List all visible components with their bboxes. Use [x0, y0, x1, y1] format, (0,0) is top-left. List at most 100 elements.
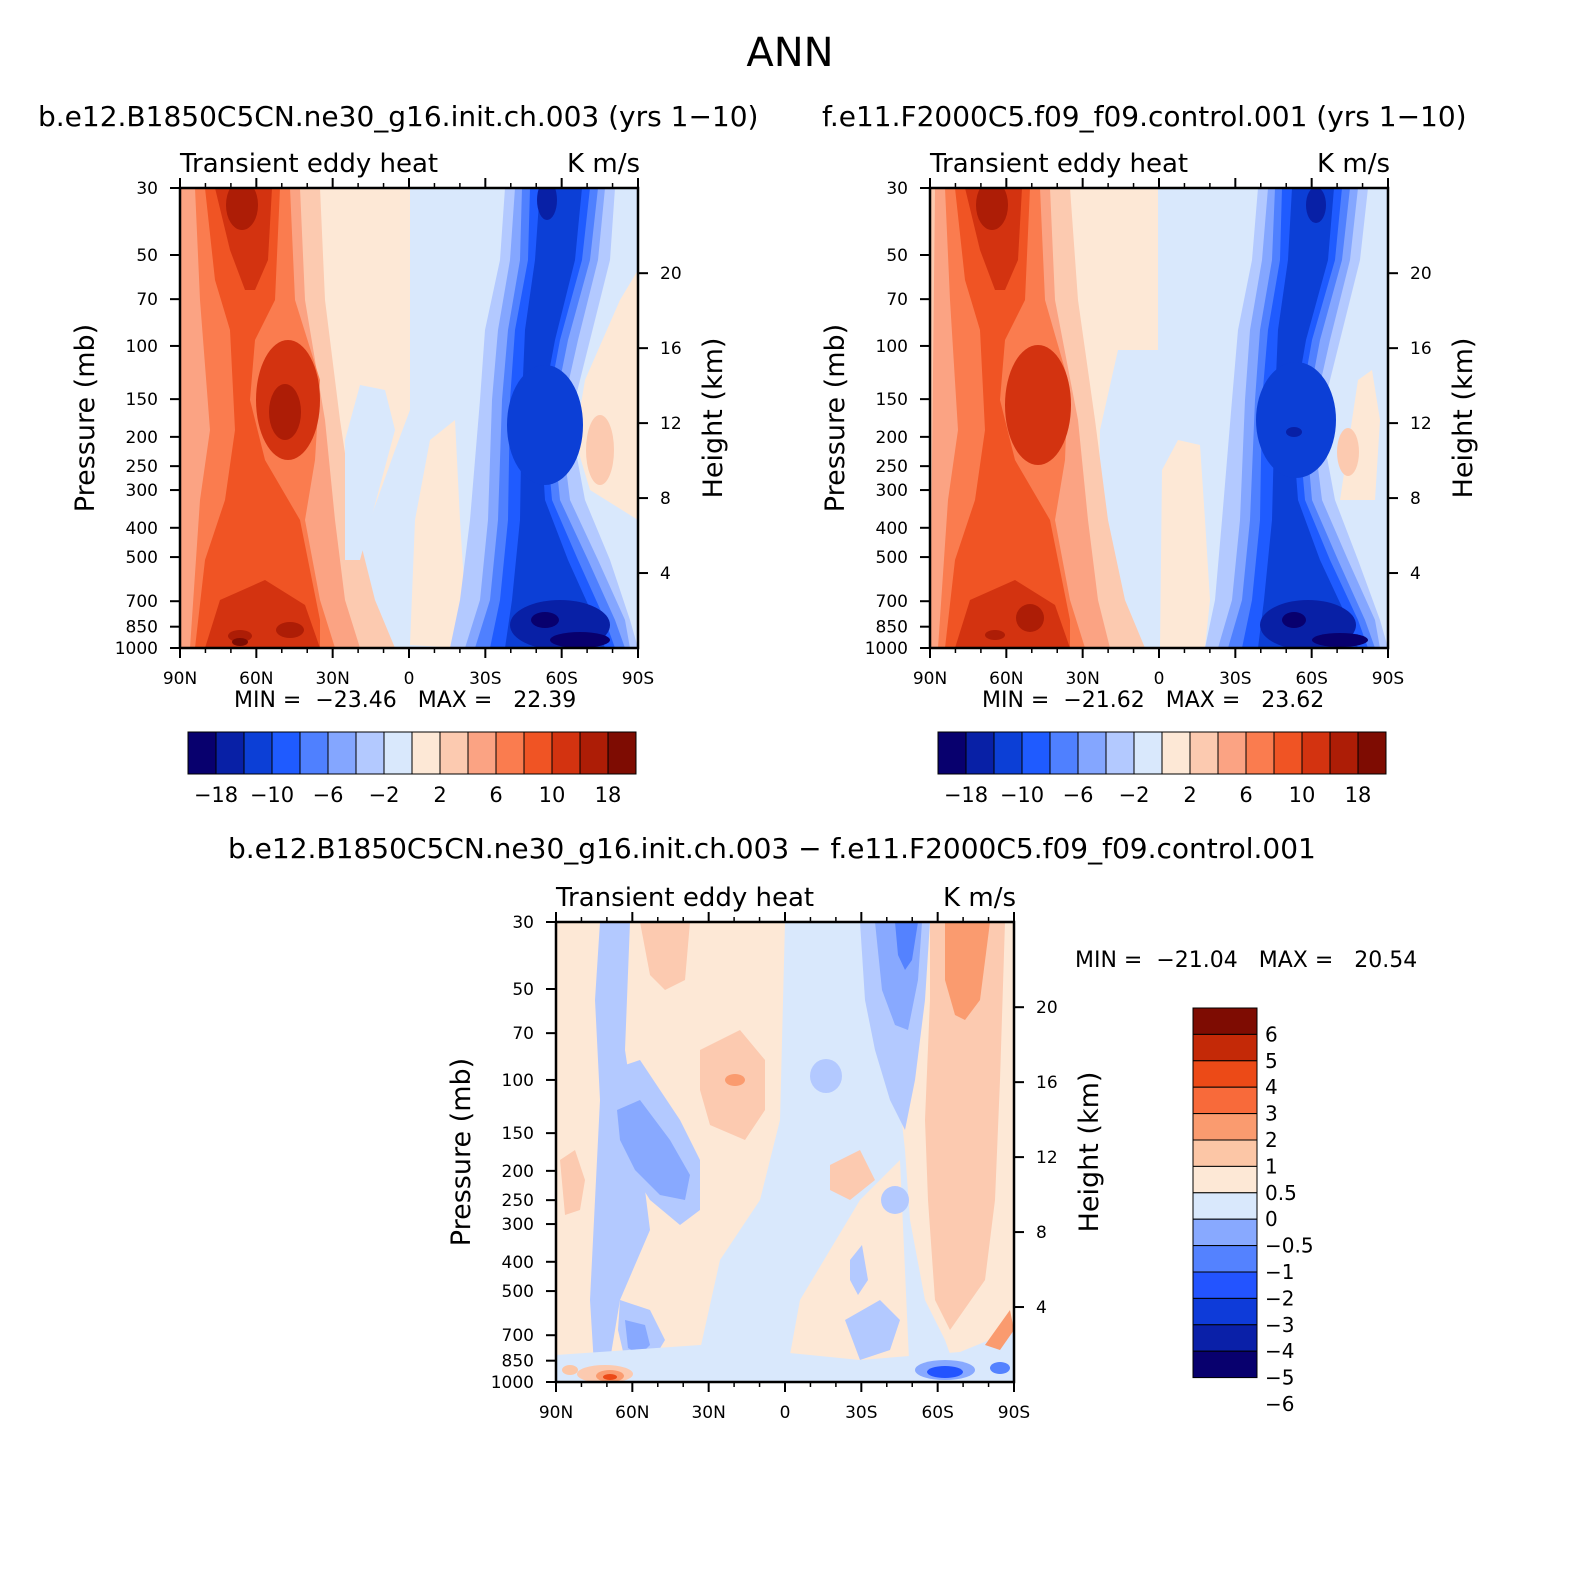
- panel1-title: b.e12.B1850C5CN.ne30_g16.init.ch.003 (yr…: [38, 100, 759, 133]
- panel2-y2tick-label: 16: [1410, 339, 1432, 359]
- panel3-ytick-label: 400: [502, 1253, 534, 1273]
- panel1-xtick-label: 30S: [469, 669, 501, 689]
- panel1-colorbar-box: [215, 731, 245, 775]
- panel3-colorbar-label: −5: [1265, 1366, 1294, 1390]
- panel2-ytick-label: 500: [876, 548, 908, 568]
- panel1-xtick-label: 60S: [545, 669, 577, 689]
- panel3-ytick-label: 70: [512, 1024, 534, 1044]
- panel3-colorbar-label: 0: [1265, 1207, 1278, 1231]
- panel3-colorbar-label: 2: [1265, 1128, 1278, 1152]
- panel2-colorbar-box: [1133, 731, 1163, 775]
- panel2-ytick-label: 70: [886, 290, 908, 310]
- panel2-ylabel: Pressure (mb): [820, 324, 851, 512]
- panel3-colorbar-label: −2: [1265, 1286, 1294, 1310]
- panel2-y2tick-label: 8: [1410, 489, 1421, 509]
- panel2-colorbar-box: [1077, 731, 1107, 775]
- panel1-stats: MIN = −23.46 MAX = 22.39: [234, 688, 577, 713]
- panel1-xtick-label: 60N: [239, 669, 273, 689]
- panel1-left-label: Transient eddy heat: [179, 149, 438, 179]
- panel3-title: b.e12.B1850C5CN.ne30_g16.init.ch.003 − f…: [228, 832, 1316, 865]
- panel2-colorbar-box: [1245, 731, 1275, 775]
- panel3-ytick-label: 250: [502, 1191, 534, 1211]
- panel3-colorbar-label: −3: [1265, 1313, 1294, 1337]
- panel2-left-label: Transient eddy heat: [929, 149, 1188, 179]
- panel3-ytick-label: 50: [512, 980, 534, 1000]
- panel1-colorbar-box: [355, 731, 385, 775]
- panel2-colorbar-box: [1357, 731, 1387, 775]
- panel2-frame: [928, 186, 1390, 650]
- panel2-xtick-label: 30N: [1065, 669, 1099, 689]
- panel3-colorbar-box: [1192, 1297, 1258, 1326]
- panel1-ytick-label: 50: [136, 246, 158, 266]
- panel3-colorbar-label: 5: [1265, 1049, 1278, 1073]
- panel3-y2tick-label: 16: [1036, 1073, 1058, 1093]
- panel2-xtick-label: 90N: [913, 669, 947, 689]
- panel3-colorbar-label: 3: [1265, 1102, 1278, 1126]
- panel1-field: [180, 188, 638, 648]
- panel3-field: [556, 922, 1014, 1382]
- panel3-y2tick-label: 12: [1036, 1148, 1058, 1168]
- panel1-colorbar-box: [467, 731, 497, 775]
- panel1-colorbar-label: 10: [539, 783, 566, 807]
- panel3-colorbar-box: [1192, 1245, 1258, 1273]
- panel1-y2tick-label: 16: [660, 339, 682, 359]
- panel1-y2tick-label: 4: [660, 564, 671, 584]
- panel3-ytick-label: 300: [502, 1215, 534, 1235]
- panel1-ytick-label: 30: [136, 179, 158, 199]
- panel3-colorbar-box: [1192, 1350, 1258, 1379]
- panel3-ytick-label: 100: [502, 1071, 534, 1091]
- panel1-units-label: K m/s: [567, 149, 640, 179]
- panel3-colorbar-label: −1: [1265, 1260, 1294, 1284]
- panel1-ytick-label: 150: [126, 390, 158, 410]
- panel1-colorbar-label: 6: [489, 783, 502, 807]
- panel3-colorbar-label: 0.5: [1265, 1181, 1297, 1205]
- panel1-y2tick-label: 20: [660, 264, 682, 284]
- panel1-colorbar-box: [551, 731, 581, 775]
- panel2-colorbar-box: [1301, 731, 1331, 775]
- panel2-y2tick-label: 12: [1410, 414, 1432, 434]
- panel3-y2tick-label: 20: [1036, 998, 1058, 1018]
- panel3-ytick-label: 700: [502, 1326, 534, 1346]
- panel1-ytick-label: 100: [126, 337, 158, 357]
- panel1-ytick-label: 70: [136, 290, 158, 310]
- panel3-colorbar-box: [1192, 1218, 1258, 1247]
- panel3-ytick-label: 850: [502, 1352, 534, 1372]
- panel3-colorbar-box: [1192, 1139, 1258, 1167]
- panel3-colorbar-label: 4: [1265, 1075, 1278, 1099]
- panel3-colorbar-box: [1192, 1271, 1258, 1299]
- panel1-ytick-label: 500: [126, 548, 158, 568]
- panel2-colorbar-box: [965, 731, 995, 775]
- panel1-ytick-label: 400: [126, 519, 158, 539]
- panel2-y2label: Height (km): [1448, 338, 1479, 499]
- panel1-ytick-label: 250: [126, 457, 158, 477]
- panel1-colorbar-label: −2: [369, 783, 400, 807]
- panel1-colorbar-label: −10: [250, 783, 294, 807]
- panel3-frame: [554, 920, 1016, 1384]
- panel3-colorbar-box: [1192, 1113, 1258, 1141]
- panel1-colorbar-label: 18: [595, 783, 622, 807]
- panel1-xtick-label: 90S: [622, 669, 654, 689]
- panel3-xtick-label: 90N: [539, 1403, 573, 1423]
- panel1-ytick-label: 700: [126, 592, 158, 612]
- panel2-ytick-label: 200: [876, 428, 908, 448]
- panel3-colorbar-box: [1192, 1324, 1258, 1352]
- panel2-ytick-label: 850: [876, 618, 908, 638]
- panel2-colorbar-label: 2: [1183, 783, 1196, 807]
- panel2-colorbar-label: −2: [1119, 783, 1150, 807]
- panel3-y2label: Height (km): [1074, 1072, 1105, 1233]
- panel1-ylabel: Pressure (mb): [70, 324, 101, 512]
- panel2-y2tick-label: 4: [1410, 564, 1421, 584]
- panel2-xtick-label: 60N: [989, 669, 1023, 689]
- panel3-ylabel: Pressure (mb): [446, 1058, 477, 1246]
- panel2-ytick-label: 1000: [865, 639, 908, 659]
- panel1-colorbar-box: [327, 731, 357, 775]
- panel1-colorbar-label: 2: [433, 783, 446, 807]
- panel1-colorbar-box: [495, 731, 525, 775]
- panel2-colorbar-box: [937, 731, 967, 775]
- page-title: ANN: [746, 30, 834, 76]
- panel3-y2tick-label: 4: [1036, 1298, 1047, 1318]
- panel1-y2tick-label: 8: [660, 489, 671, 509]
- panel1-y2tick-label: 12: [660, 414, 682, 434]
- panel2-y2tick-label: 20: [1410, 264, 1432, 284]
- panel1-ytick-label: 850: [126, 618, 158, 638]
